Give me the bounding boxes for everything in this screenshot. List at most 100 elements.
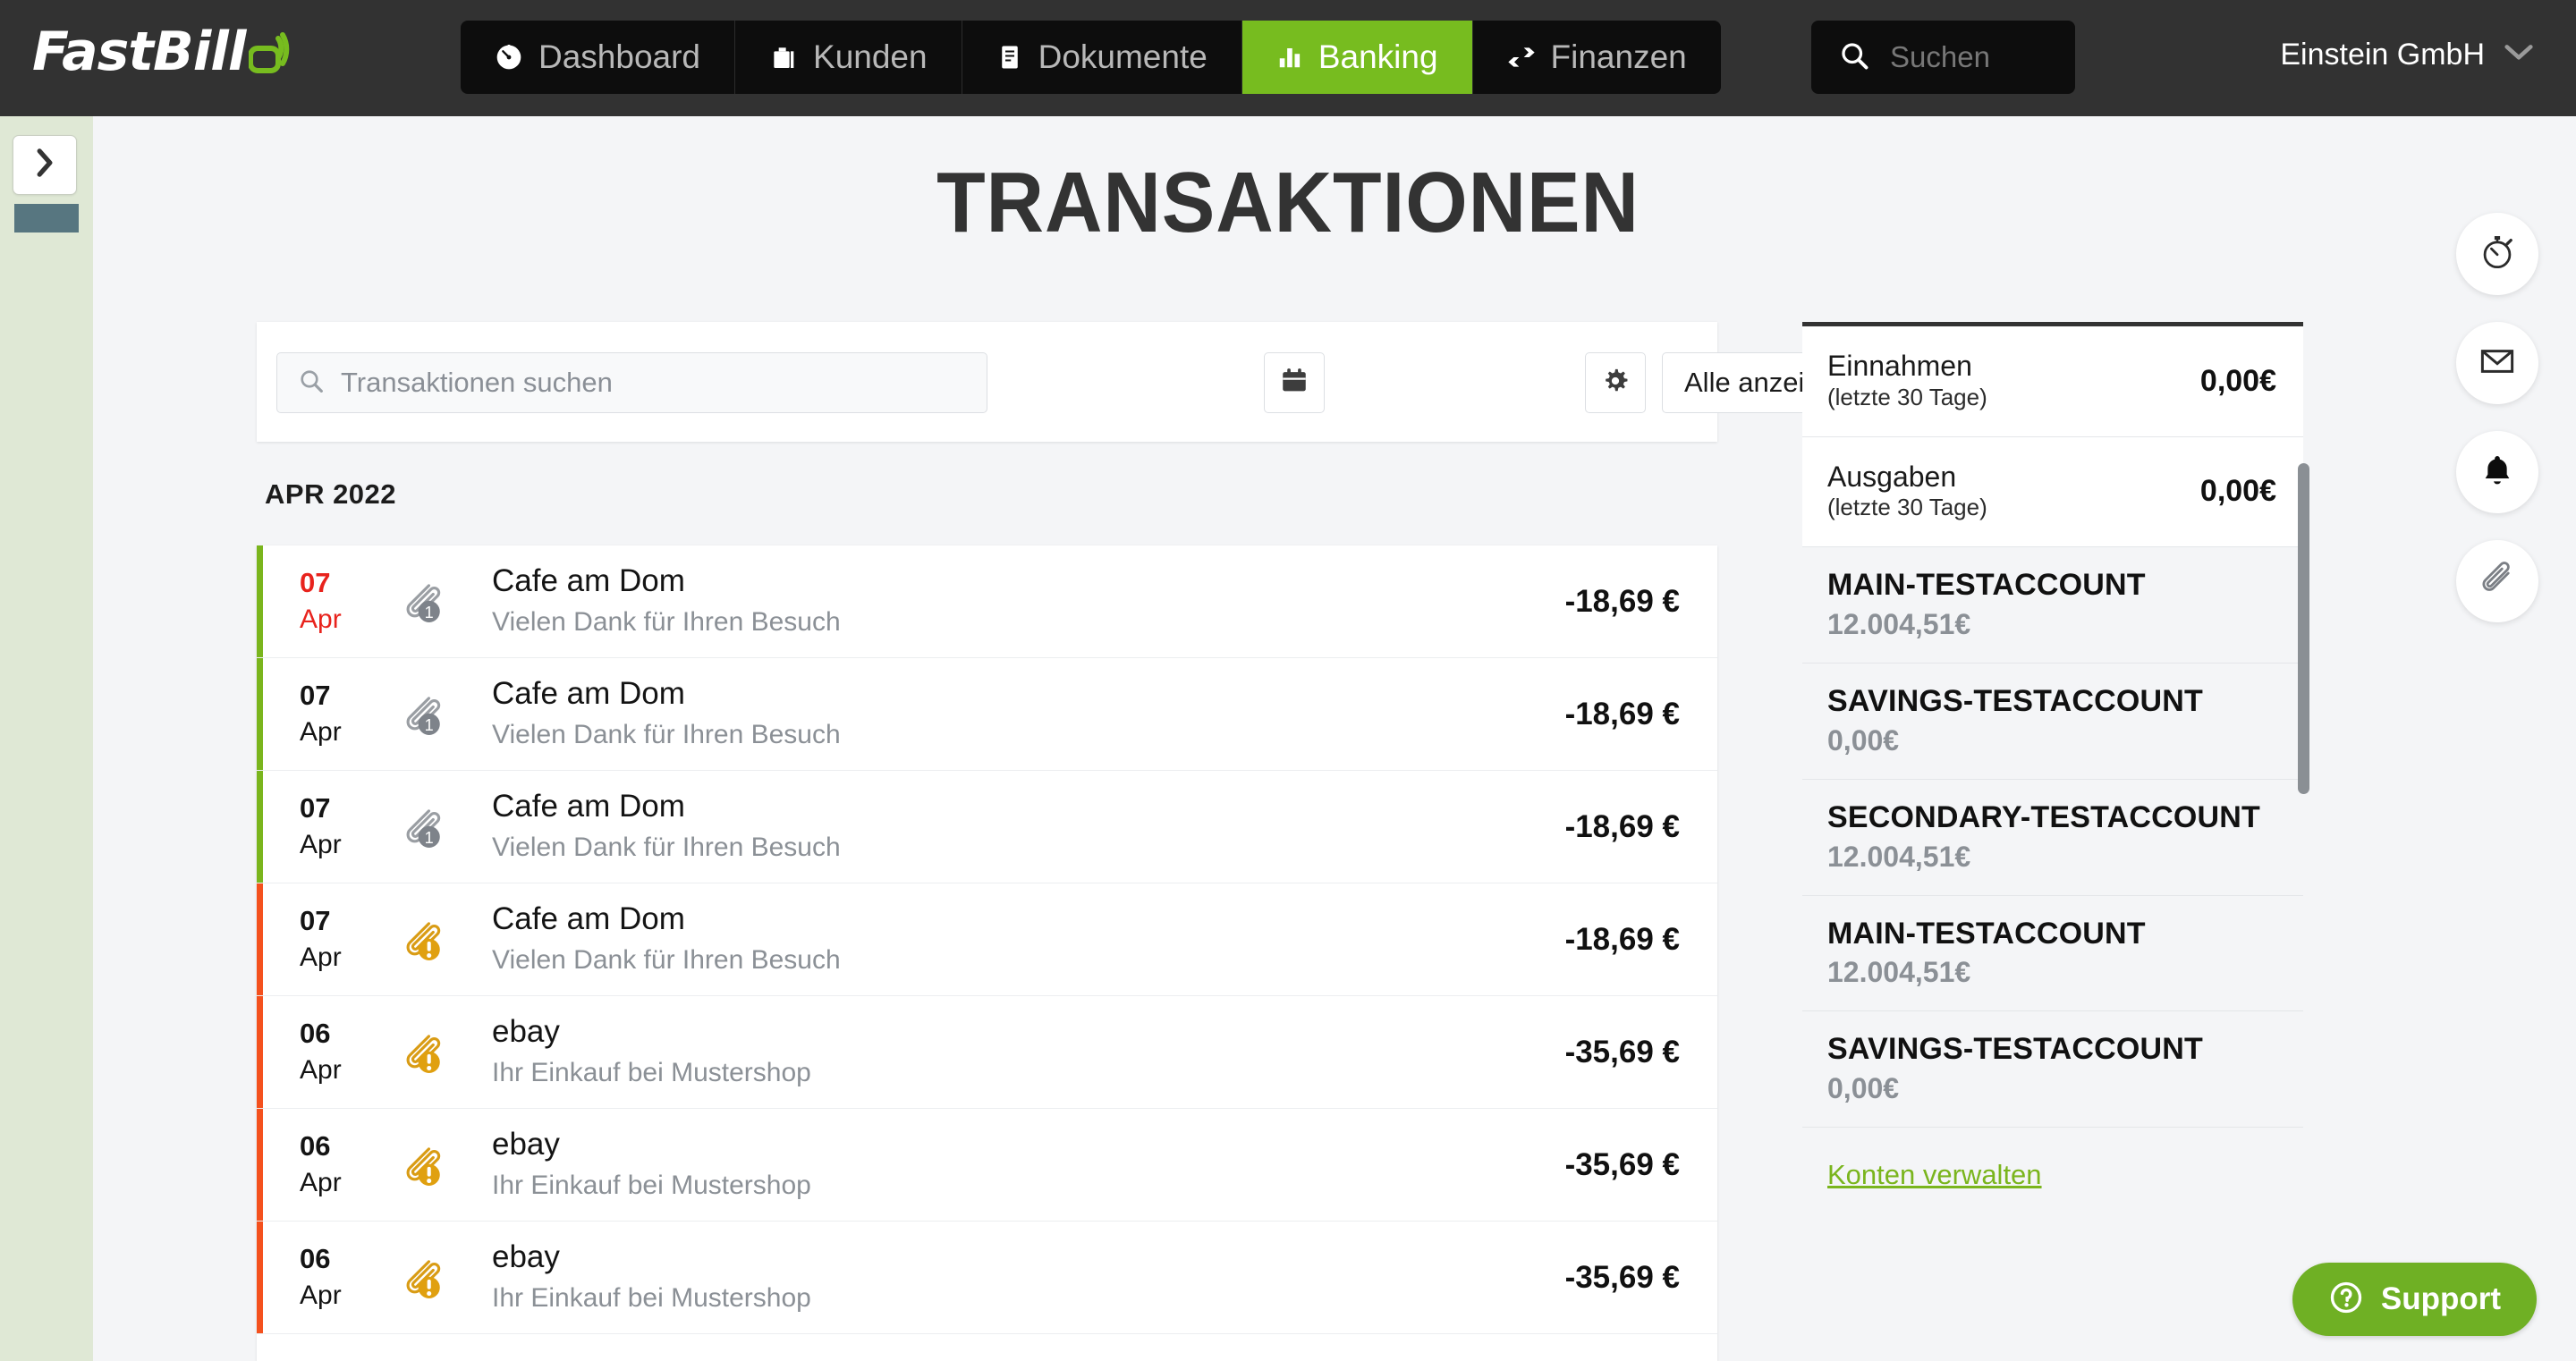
transaction-title: Cafe am Dom <box>492 676 685 712</box>
transaction-date: 07 Apr <box>300 903 394 976</box>
transaction-title: ebay <box>492 1014 560 1050</box>
transaction-row[interactable]: 07 Apr 1 Cafe am Dom Vielen Dank für Ihren B… <box>257 545 1717 658</box>
account-menu[interactable]: Einstein GmbH <box>2280 38 2533 72</box>
paperclip-icon <box>2479 561 2516 603</box>
attachment-indicator[interactable] <box>394 914 492 966</box>
attachment-indicator[interactable]: 1 <box>394 801 492 853</box>
account-name: SAVINGS-TESTACCOUNT <box>1827 1032 2203 1067</box>
svg-text:1: 1 <box>425 829 434 847</box>
fab-notifications[interactable] <box>2456 431 2538 513</box>
account-name: Einstein GmbH <box>2280 38 2485 72</box>
transaction-day: 06 <box>300 1243 331 1275</box>
account-name: MAIN-TESTACCOUNT <box>1827 568 2146 603</box>
sidebar-account-row[interactable]: MAIN-TESTACCOUNT 12.004,51€ <box>1802 547 2303 664</box>
transaction-amount: -35,69 € <box>1564 1259 1680 1295</box>
transaction-subtitle: Vielen Dank für Ihren Besuch <box>492 945 841 976</box>
global-search-placeholder: Suchen <box>1890 40 1990 73</box>
paperclip-count-icon: 1 <box>406 696 441 735</box>
paperclip-warning-icon <box>406 921 441 960</box>
sidebar-account-row[interactable]: SAVINGS-TESTACCOUNT 0,00€ <box>1802 664 2303 780</box>
transaction-date: 07 Apr <box>300 790 394 863</box>
sidebar-top-rule <box>1802 322 2303 326</box>
transaction-title: Cafe am Dom <box>492 901 685 937</box>
sidebar-expand-button[interactable] <box>13 135 77 195</box>
sidebar-account-row[interactable]: SECONDARY-TESTACCOUNT 12.004,51€ <box>1802 780 2303 896</box>
transaction-row[interactable]: 06 Apr ebay Ihr Einkauf bei Mustershop -35,6… <box>257 1109 1717 1222</box>
transaction-details: ebay Ihr Einkauf bei Mustershop <box>492 1125 1422 1204</box>
account-name: SAVINGS-TESTACCOUNT <box>1827 683 2203 718</box>
attachment-indicator[interactable] <box>394 1027 492 1078</box>
nav-item-kunden[interactable]: Kunden <box>735 21 962 94</box>
transaction-subtitle: Ihr Einkauf bei Mustershop <box>492 1058 811 1088</box>
nav-item-label: Dashboard <box>538 38 701 75</box>
date-filter-button[interactable] <box>1264 352 1325 413</box>
transaction-date: 06 Apr <box>300 1016 394 1088</box>
attachment-indicator[interactable] <box>394 1252 492 1304</box>
attachment-indicator[interactable]: 1 <box>394 689 492 740</box>
fab-attachments[interactable] <box>2456 540 2538 622</box>
sidebar-account-row[interactable]: MAIN-TESTACCOUNT 12.004,51€ <box>1802 896 2303 1012</box>
summary-period: (letzte 30 Tage) <box>1827 494 1987 521</box>
transaction-month: Apr <box>300 717 342 748</box>
transaction-row[interactable]: 07 Apr Cafe am Dom Vielen Dank für Ihren Be… <box>257 883 1717 996</box>
transfer-arrows-icon <box>1507 43 1536 72</box>
transaction-month: Apr <box>300 604 342 635</box>
sidebar-account-row[interactable]: SAVINGS-TESTACCOUNT 0,00€ <box>1802 1011 2303 1129</box>
month-group-label: APR 2022 <box>265 478 397 510</box>
sidebar-scrollbar-thumb[interactable] <box>2298 463 2309 794</box>
sidebar-summaries: Einnahmen (letzte 30 Tage) 0,00€ Ausgaben (l… <box>1802 326 2303 548</box>
paperclip-warning-icon <box>406 1259 441 1298</box>
account-name: MAIN-TESTACCOUNT <box>1827 916 2146 951</box>
floating-action-buttons <box>2456 213 2538 649</box>
transaction-row[interactable]: 07 Apr 1 Cafe am Dom Vielen Dank für Ihren B… <box>257 658 1717 771</box>
sidebar-placeholder-block <box>14 204 79 232</box>
question-circle-icon <box>2328 1280 2364 1320</box>
account-balance: 12.004,51€ <box>1827 607 1971 640</box>
sidebar-accounts: MAIN-TESTACCOUNT 12.004,51€ SAVINGS-TESTAC… <box>1802 547 2303 1129</box>
account-name: SECONDARY-TESTACCOUNT <box>1827 799 2260 834</box>
fastbill-logo[interactable]: FastBill <box>32 25 299 79</box>
support-button-label: Support <box>2380 1281 2501 1316</box>
transaction-search-input[interactable]: Transaktionen suchen <box>276 352 987 413</box>
account-balance: 12.004,51€ <box>1827 956 1971 989</box>
transaction-row[interactable]: 06 Apr ebay Ihr Einkauf bei Mustershop -35,6… <box>257 996 1717 1109</box>
transactions-toolbar: Transaktionen suchen Alle anzeigen <box>257 322 1955 442</box>
transaction-month: Apr <box>300 830 342 860</box>
global-search-input[interactable]: Suchen <box>1811 21 2075 94</box>
transaction-day: 07 <box>300 792 331 824</box>
nav-item-finanzen[interactable]: Finanzen <box>1472 21 1721 94</box>
stopwatch-icon <box>2478 232 2517 276</box>
transaction-month: Apr <box>300 1281 342 1311</box>
transaction-details: Cafe am Dom Vielen Dank für Ihren Besuch <box>492 900 1422 978</box>
nav-item-label: Dokumente <box>1038 38 1208 75</box>
attachment-indicator[interactable]: 1 <box>394 576 492 628</box>
sidebar-summary-row: Einnahmen (letzte 30 Tage) 0,00€ <box>1802 326 2303 437</box>
briefcase-icon <box>769 43 798 72</box>
transaction-amount: -18,69 € <box>1564 583 1680 619</box>
sidebar-summary-row: Ausgaben (letzte 30 Tage) 0,00€ <box>1802 436 2303 548</box>
manage-accounts-link[interactable]: Konten verwalten <box>1827 1159 2042 1191</box>
transaction-amount: -35,69 € <box>1564 1146 1680 1182</box>
nav-item-label: Kunden <box>813 38 928 75</box>
fab-timetracking[interactable] <box>2456 213 2538 295</box>
paperclip-warning-icon <box>406 1146 441 1186</box>
transaction-row[interactable]: 07 Apr 1 Cafe am Dom Vielen Dank für Ihren B… <box>257 771 1717 883</box>
support-button[interactable]: Support <box>2292 1263 2537 1336</box>
attachment-indicator[interactable] <box>394 1139 492 1191</box>
transaction-amount: -18,69 € <box>1564 808 1680 844</box>
transaction-day: 06 <box>300 1130 331 1162</box>
fab-messages[interactable] <box>2456 322 2538 404</box>
speedometer-icon <box>495 43 523 72</box>
transaction-row[interactable]: 06 Apr ebay Ihr Einkauf bei Mustershop -35,6… <box>257 1222 1717 1334</box>
transaction-date: 06 Apr <box>300 1241 394 1314</box>
nav-item-dokumente[interactable]: Dokumente <box>962 21 1242 94</box>
nav-item-label: Banking <box>1318 38 1438 75</box>
account-balance: 12.004,51€ <box>1827 840 1971 873</box>
nav-item-dashboard[interactable]: Dashboard <box>461 21 736 94</box>
svg-text:1: 1 <box>425 716 434 734</box>
summary-label: Ausgaben <box>1827 460 1957 493</box>
transaction-month: Apr <box>300 1168 342 1198</box>
settings-button[interactable] <box>1585 352 1646 413</box>
nav-item-banking[interactable]: Banking <box>1241 21 1473 94</box>
account-balance: 0,00€ <box>1827 1072 1900 1105</box>
